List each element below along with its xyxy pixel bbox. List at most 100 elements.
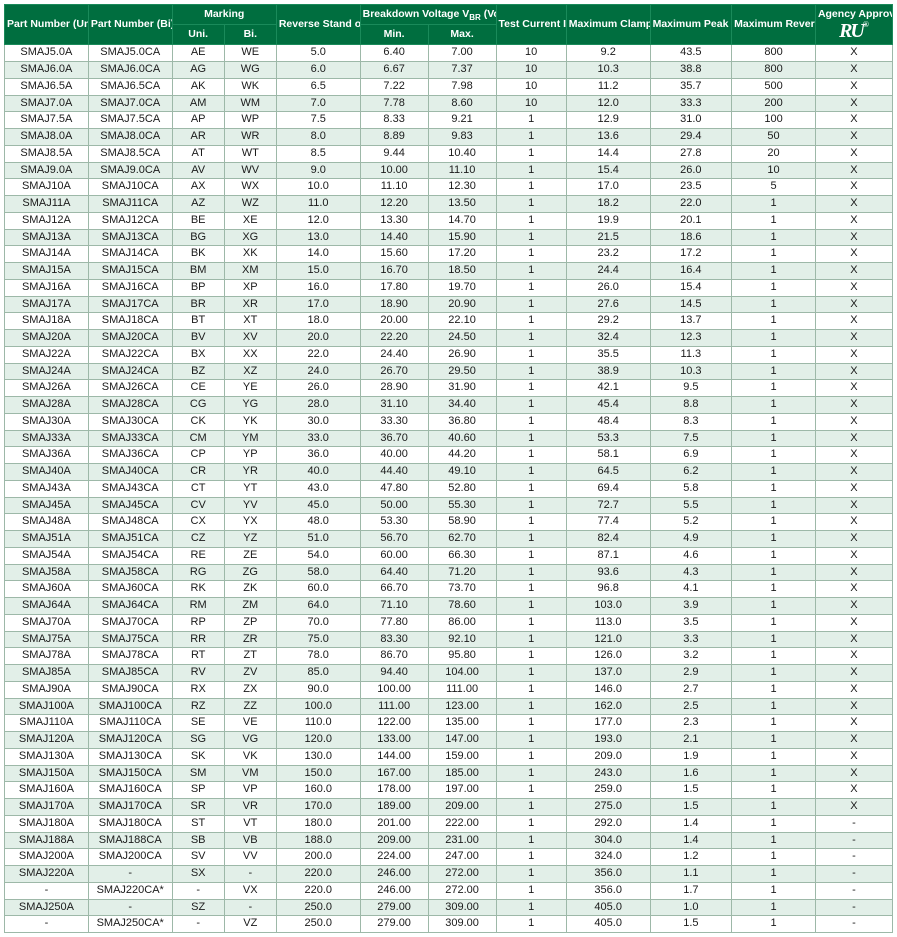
cell-breakdown-min: 60.00 [360, 547, 428, 564]
cell-breakdown-min: 53.30 [360, 514, 428, 531]
cell-breakdown-min: 12.20 [360, 196, 428, 213]
cell-clamping: 21.5 [566, 229, 650, 246]
cell-peak-pulse: 9.5 [650, 380, 732, 397]
cell-test-current: 1 [496, 765, 566, 782]
cell-part-uni: SMAJ48A [5, 514, 89, 531]
cell-leakage: 500 [732, 78, 816, 95]
cell-breakdown-min: 167.00 [360, 765, 428, 782]
cell-test-current: 1 [496, 196, 566, 213]
cell-part-bi: SMAJ110CA [88, 715, 172, 732]
cell-clamping: 9.2 [566, 45, 650, 62]
cell-agency: X [815, 45, 892, 62]
cell-leakage: 1 [732, 279, 816, 296]
cell-rev-standoff: 220.0 [276, 882, 360, 899]
cell-part-uni: SMAJ58A [5, 564, 89, 581]
cell-mark-uni: CZ [172, 531, 224, 548]
cell-agency: X [815, 480, 892, 497]
cell-rev-standoff: 250.0 [276, 899, 360, 916]
cell-part-bi: SMAJ17CA [88, 296, 172, 313]
table-row: SMAJ120ASMAJ120CASGVG120.0133.00147.0011… [5, 732, 893, 749]
table-row: SMAJ48ASMAJ48CACXYX48.053.3058.90177.45.… [5, 514, 893, 531]
cell-breakdown-max: 7.98 [428, 78, 496, 95]
cell-mark-bi: ZT [224, 648, 276, 665]
cell-mark-bi: ZV [224, 665, 276, 682]
cell-agency: X [815, 430, 892, 447]
table-row: SMAJ20ASMAJ20CABVXV20.022.2024.50132.412… [5, 330, 893, 347]
cell-mark-bi: WT [224, 145, 276, 162]
cell-part-uni: SMAJ22A [5, 346, 89, 363]
cell-part-uni: SMAJ28A [5, 397, 89, 414]
cell-part-uni: SMAJ180A [5, 815, 89, 832]
cell-clamping: 275.0 [566, 799, 650, 816]
cell-part-bi: SMAJ7.5CA [88, 112, 172, 129]
cell-agency: - [815, 882, 892, 899]
cell-breakdown-max: 17.20 [428, 246, 496, 263]
cell-mark-bi: YR [224, 464, 276, 481]
cell-mark-bi: ZM [224, 598, 276, 615]
cell-part-bi: SMAJ20CA [88, 330, 172, 347]
cell-part-bi: SMAJ36CA [88, 447, 172, 464]
cell-part-bi: SMAJ64CA [88, 598, 172, 615]
cell-part-bi: SMAJ24CA [88, 363, 172, 380]
cell-mark-bi: VB [224, 832, 276, 849]
cell-mark-bi: YX [224, 514, 276, 531]
cell-part-bi: SMAJ18CA [88, 313, 172, 330]
table-row: SMAJ12ASMAJ12CABEXE12.013.3014.70119.920… [5, 212, 893, 229]
cell-leakage: 1 [732, 665, 816, 682]
cell-mark-uni: BE [172, 212, 224, 229]
cell-agency: X [815, 631, 892, 648]
cell-clamping: 96.8 [566, 581, 650, 598]
cell-leakage: 1 [732, 866, 816, 883]
cell-agency: X [815, 782, 892, 799]
cell-rev-standoff: 9.0 [276, 162, 360, 179]
cell-clamping: 45.4 [566, 397, 650, 414]
cell-breakdown-min: 40.00 [360, 447, 428, 464]
cell-breakdown-max: 272.00 [428, 882, 496, 899]
cell-part-uni: SMAJ45A [5, 497, 89, 514]
cell-test-current: 1 [496, 598, 566, 615]
cell-breakdown-max: 52.80 [428, 480, 496, 497]
cell-agency: X [815, 715, 892, 732]
cell-leakage: 1 [732, 447, 816, 464]
cell-breakdown-min: 133.00 [360, 732, 428, 749]
cell-part-bi: SMAJ78CA [88, 648, 172, 665]
cell-breakdown-min: 279.00 [360, 899, 428, 916]
cell-mark-bi: VX [224, 882, 276, 899]
cell-leakage: 1 [732, 899, 816, 916]
cell-test-current: 1 [496, 832, 566, 849]
cell-agency: X [815, 162, 892, 179]
cell-mark-bi: WZ [224, 196, 276, 213]
cell-rev-standoff: 33.0 [276, 430, 360, 447]
cell-test-current: 1 [496, 547, 566, 564]
cell-part-bi: SMAJ33CA [88, 430, 172, 447]
cell-agency: X [815, 380, 892, 397]
cell-part-uni: SMAJ250A [5, 899, 89, 916]
cell-clamping: 26.0 [566, 279, 650, 296]
cell-breakdown-min: 18.90 [360, 296, 428, 313]
cell-agency: X [815, 363, 892, 380]
cell-rev-standoff: 120.0 [276, 732, 360, 749]
cell-test-current: 10 [496, 95, 566, 112]
cell-part-uni: SMAJ160A [5, 782, 89, 799]
cell-breakdown-max: 49.10 [428, 464, 496, 481]
cell-rev-standoff: 16.0 [276, 279, 360, 296]
cell-clamping: 12.0 [566, 95, 650, 112]
cell-leakage: 1 [732, 732, 816, 749]
table-row: SMAJ45ASMAJ45CACVYV45.050.0055.30172.75.… [5, 497, 893, 514]
table-row: SMAJ85ASMAJ85CARVZV85.094.40104.001137.0… [5, 665, 893, 682]
cell-breakdown-min: 50.00 [360, 497, 428, 514]
cell-agency: X [815, 648, 892, 665]
table-row: SMAJ170ASMAJ170CASRVR170.0189.00209.0012… [5, 799, 893, 816]
cell-part-uni: SMAJ75A [5, 631, 89, 648]
cell-clamping: 177.0 [566, 715, 650, 732]
cell-part-bi: SMAJ150CA [88, 765, 172, 782]
cell-test-current: 1 [496, 246, 566, 263]
cell-part-uni: SMAJ7.0A [5, 95, 89, 112]
cell-leakage: 1 [732, 497, 816, 514]
cell-rev-standoff: 85.0 [276, 665, 360, 682]
cell-part-bi: SMAJ28CA [88, 397, 172, 414]
cell-agency: X [815, 514, 892, 531]
cell-rev-standoff: 54.0 [276, 547, 360, 564]
cell-part-uni: SMAJ8.5A [5, 145, 89, 162]
cell-clamping: 53.3 [566, 430, 650, 447]
